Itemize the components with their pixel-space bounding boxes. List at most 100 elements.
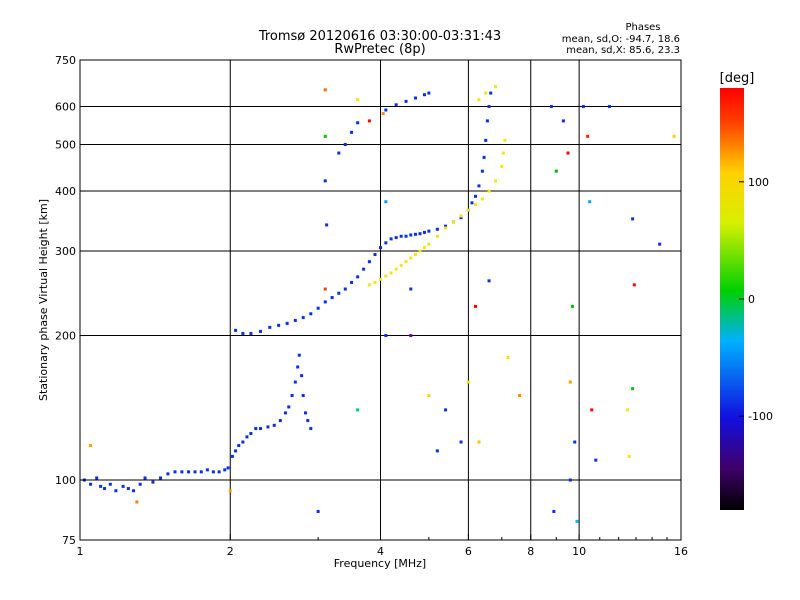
data-point-series-0 xyxy=(126,487,130,491)
data-point-series-0 xyxy=(356,121,360,125)
y-tick-label: 600 xyxy=(55,101,76,114)
data-point-series-0 xyxy=(283,411,287,415)
phase-stats-o: mean, sd,O: -94.7, 18.6 xyxy=(562,34,680,45)
data-point-series-0 xyxy=(180,470,184,474)
data-point-series-2 xyxy=(607,105,611,109)
grid-lines xyxy=(80,60,681,540)
data-point-series-0 xyxy=(193,470,197,474)
data-point-series-0 xyxy=(480,169,484,173)
data-point-series-2 xyxy=(477,440,481,444)
data-point-series-1 xyxy=(484,91,488,95)
data-point-series-0 xyxy=(266,425,270,429)
data-point-series-2 xyxy=(632,283,636,287)
data-point-series-2 xyxy=(581,105,585,109)
data-point-series-2 xyxy=(627,454,631,458)
data-point-series-2 xyxy=(487,279,491,283)
data-point-series-1 xyxy=(466,208,470,212)
data-point-series-1 xyxy=(494,179,498,183)
data-point-series-0 xyxy=(422,230,426,234)
data-point-series-0 xyxy=(394,236,398,240)
data-point-series-0 xyxy=(285,321,289,325)
data-point-series-0 xyxy=(138,482,142,486)
x-axis-label: Frequency [MHz] xyxy=(334,557,426,570)
data-point-series-2 xyxy=(518,394,522,398)
data-point-series-0 xyxy=(132,489,136,493)
data-point-series-0 xyxy=(373,253,377,257)
data-point-series-1 xyxy=(413,253,417,257)
data-point-series-2 xyxy=(561,119,565,123)
data-point-series-0 xyxy=(487,105,491,109)
data-point-series-0 xyxy=(187,470,191,474)
data-point-series-0 xyxy=(477,184,481,188)
data-point-series-2 xyxy=(466,380,470,384)
data-point-series-2 xyxy=(325,223,329,227)
data-point-series-0 xyxy=(237,444,241,448)
data-point-series-0 xyxy=(367,260,371,264)
colorbar-tick-label: 100 xyxy=(748,176,769,189)
data-point-series-1 xyxy=(422,246,426,250)
data-point-series-1 xyxy=(500,164,504,168)
data-point-series-0 xyxy=(413,96,417,100)
data-point-series-0 xyxy=(241,331,245,335)
data-point-series-0 xyxy=(234,449,238,453)
data-point-series-1 xyxy=(389,271,393,275)
data-point-series-2 xyxy=(444,408,448,412)
data-point-series-0 xyxy=(143,476,147,480)
chart-subtitle: RwPretec (8p) xyxy=(334,42,425,57)
data-point-series-2 xyxy=(89,444,93,448)
data-point-series-0 xyxy=(404,234,408,238)
data-point-series-2 xyxy=(409,334,413,338)
data-point-series-0 xyxy=(350,280,354,284)
y-tick-label: 750 xyxy=(55,54,76,67)
data-point-series-2 xyxy=(316,509,320,513)
data-point-series-2 xyxy=(554,169,558,173)
data-point-series-1 xyxy=(459,214,463,218)
data-point-series-0 xyxy=(301,394,305,398)
data-point-series-0 xyxy=(418,232,422,236)
data-point-series-0 xyxy=(254,427,258,431)
data-point-series-2 xyxy=(631,387,635,391)
colorbar-tick-label: 0 xyxy=(748,293,755,306)
data-point-series-0 xyxy=(404,99,408,103)
data-point-series-0 xyxy=(459,216,463,220)
y-tick-label: 200 xyxy=(55,330,76,343)
data-point-series-0 xyxy=(413,232,417,236)
data-point-series-0 xyxy=(399,234,403,238)
y-axis-label: Stationary phase Virtual Height [km] xyxy=(37,199,50,401)
data-point-series-2 xyxy=(473,304,477,308)
chart-title: Tromsø 20120616 03:30:00-03:31:43 xyxy=(258,29,501,44)
x-tick-label: 2 xyxy=(227,545,234,558)
data-point-series-1 xyxy=(480,197,484,201)
phase-stats-x: mean, sd,X: 85.6, 23.3 xyxy=(566,45,680,56)
data-point-series-0 xyxy=(482,155,486,159)
y-tick-label: 300 xyxy=(55,245,76,258)
data-point-series-2 xyxy=(594,458,598,462)
data-point-series-2 xyxy=(323,134,327,138)
data-point-series-1 xyxy=(367,283,371,287)
data-point-series-0 xyxy=(427,229,431,233)
data-point-series-0 xyxy=(287,405,291,409)
data-point-series-0 xyxy=(217,470,221,474)
data-point-series-2 xyxy=(590,408,594,412)
data-point-series-1 xyxy=(427,242,431,246)
data-point-series-0 xyxy=(343,287,347,291)
data-point-series-0 xyxy=(89,482,93,486)
data-point-series-0 xyxy=(330,296,334,300)
y-tick-label: 500 xyxy=(55,139,76,152)
colorbar-label: [deg] xyxy=(720,71,755,86)
data-point-series-2 xyxy=(552,509,556,513)
x-tick-label: 4 xyxy=(377,545,384,558)
x-tick-label: 6 xyxy=(465,545,472,558)
data-point-series-1 xyxy=(487,189,491,193)
data-point-series-1 xyxy=(384,274,388,278)
data-point-series-2 xyxy=(571,304,575,308)
data-point-series-0 xyxy=(114,489,118,493)
data-point-series-0 xyxy=(95,476,99,480)
data-point-series-0 xyxy=(303,411,307,415)
data-point-series-0 xyxy=(309,312,313,316)
data-point-series-0 xyxy=(384,241,388,245)
data-point-series-0 xyxy=(103,487,107,491)
data-point-series-2 xyxy=(568,478,572,482)
data-point-series-0 xyxy=(199,470,203,474)
data-point-series-0 xyxy=(301,316,305,320)
